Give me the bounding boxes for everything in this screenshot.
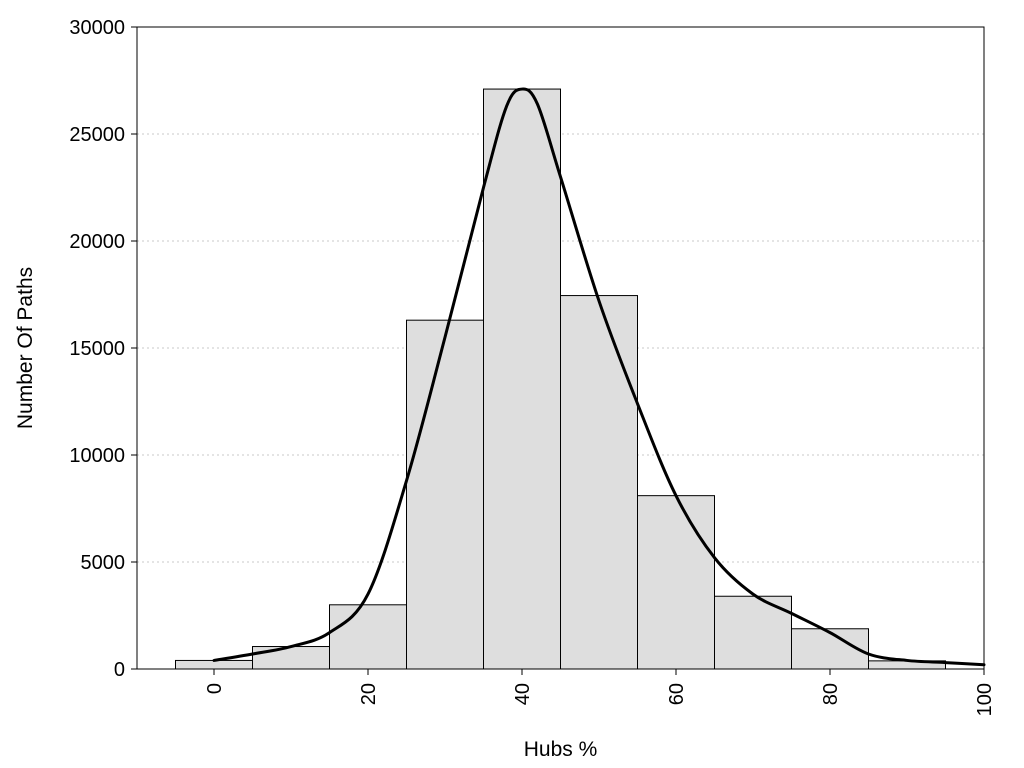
histogram-bar-3 xyxy=(406,319,484,670)
histogram-bar-7 xyxy=(714,595,792,670)
y-tick-label-1: 5000 xyxy=(81,552,126,574)
x-tick-label-0: 0 xyxy=(204,683,226,694)
x-tick-label-3: 60 xyxy=(666,683,688,705)
x-tick-label-1: 20 xyxy=(358,683,380,705)
y-tick-label-3: 15000 xyxy=(69,338,125,360)
y-tick-label-2: 10000 xyxy=(69,445,125,467)
x-tick-label-2: 40 xyxy=(512,683,534,705)
histogram-bar-5 xyxy=(560,295,638,670)
y-tick-label-0: 0 xyxy=(114,659,125,681)
histogram-bar-1 xyxy=(252,646,330,670)
x-tick-label-4: 80 xyxy=(820,683,842,705)
grid-lines xyxy=(137,133,984,563)
density-curve-layer xyxy=(212,87,986,667)
histogram-bar-6 xyxy=(637,495,715,670)
histogram-bars xyxy=(175,88,946,670)
histogram-bar-4 xyxy=(483,88,561,670)
x-axis-label: Hubs % xyxy=(524,738,598,761)
x-axis-ticks: 0 20 40 60 80 100 xyxy=(204,669,996,716)
histogram-bar-2 xyxy=(329,604,407,670)
density-curve xyxy=(212,87,986,667)
y-axis-ticks: 0 5000 10000 15000 20000 25000 30000 xyxy=(69,17,137,681)
x-tick-label-5: 100 xyxy=(974,683,996,716)
y-tick-label-4: 20000 xyxy=(69,231,125,253)
y-axis-label: Number Of Paths xyxy=(14,267,37,429)
y-tick-label-5: 25000 xyxy=(69,124,125,146)
y-tick-label-6: 30000 xyxy=(69,17,125,39)
